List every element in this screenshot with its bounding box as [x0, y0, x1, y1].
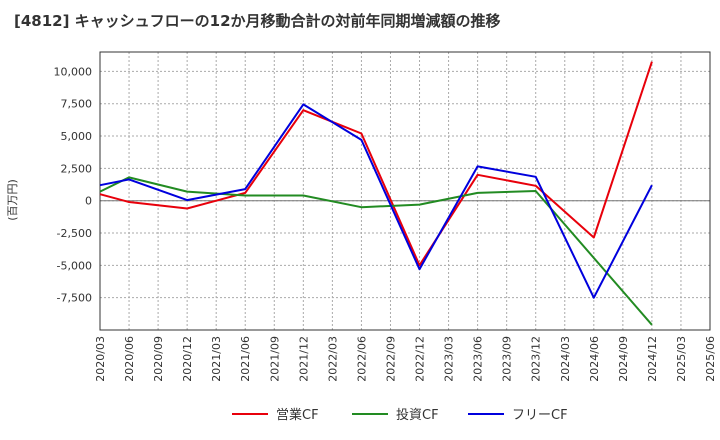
legend-label: 営業CF	[276, 407, 319, 423]
y-tick-label: 10,000	[54, 65, 93, 78]
x-tick-label: 2023/06	[472, 336, 485, 382]
legend-label: 投資CF	[396, 407, 439, 423]
x-tick-label: 2020/06	[123, 336, 136, 382]
x-tick-label: 2021/09	[268, 336, 281, 382]
series-line-0	[100, 62, 652, 266]
x-tick-label: 2020/09	[152, 336, 165, 382]
y-axis-label: (百万円)	[6, 179, 19, 221]
legend: 営業CF 投資CF フリーCF	[232, 407, 568, 423]
line-chart: 10,000 7,500 5,000 2,500 0 -2,500 -5,000 -7,500…	[0, 0, 720, 440]
legend-label: フリーCF	[512, 408, 568, 423]
y-tick-label: 7,500	[61, 98, 93, 111]
x-tick-label: 2024/03	[559, 336, 572, 382]
y-tick-label: -2,500	[57, 227, 92, 240]
y-axis-ticks: 10,000 7,500 5,000 2,500 0 -2,500 -5,000 -7,500	[54, 65, 93, 304]
x-tick-label: 2021/12	[297, 336, 310, 382]
x-tick-label: 2022/03	[326, 336, 339, 382]
x-tick-label: 2024/06	[588, 336, 601, 382]
y-tick-label: 0	[85, 195, 92, 208]
x-tick-label: 2023/12	[530, 336, 543, 382]
x-tick-label: 2020/03	[94, 336, 107, 382]
series-lines	[100, 62, 652, 325]
y-tick-label: -5,000	[57, 259, 92, 272]
x-tick-label: 2021/06	[239, 336, 252, 382]
x-tick-label: 2020/12	[181, 336, 194, 382]
x-tick-label: 2021/03	[210, 336, 223, 382]
x-tick-label: 2023/09	[501, 336, 514, 382]
y-tick-label: 5,000	[61, 130, 93, 143]
x-tick-label: 2025/03	[675, 336, 688, 382]
x-axis-ticks: 2020/03 2020/06 2020/09 2020/12 2021/03 2021/…	[94, 336, 717, 382]
x-tick-label: 2023/03	[443, 336, 456, 382]
x-tick-label: 2022/09	[384, 336, 397, 382]
x-tick-label: 2024/12	[646, 336, 659, 382]
x-tick-label: 2024/09	[617, 336, 630, 382]
y-tick-label: -7,500	[57, 292, 92, 305]
x-tick-label: 2022/06	[355, 336, 368, 382]
y-tick-label: 2,500	[61, 162, 93, 175]
x-tick-label: 2022/12	[414, 336, 427, 382]
x-tick-label: 2025/06	[704, 336, 717, 382]
